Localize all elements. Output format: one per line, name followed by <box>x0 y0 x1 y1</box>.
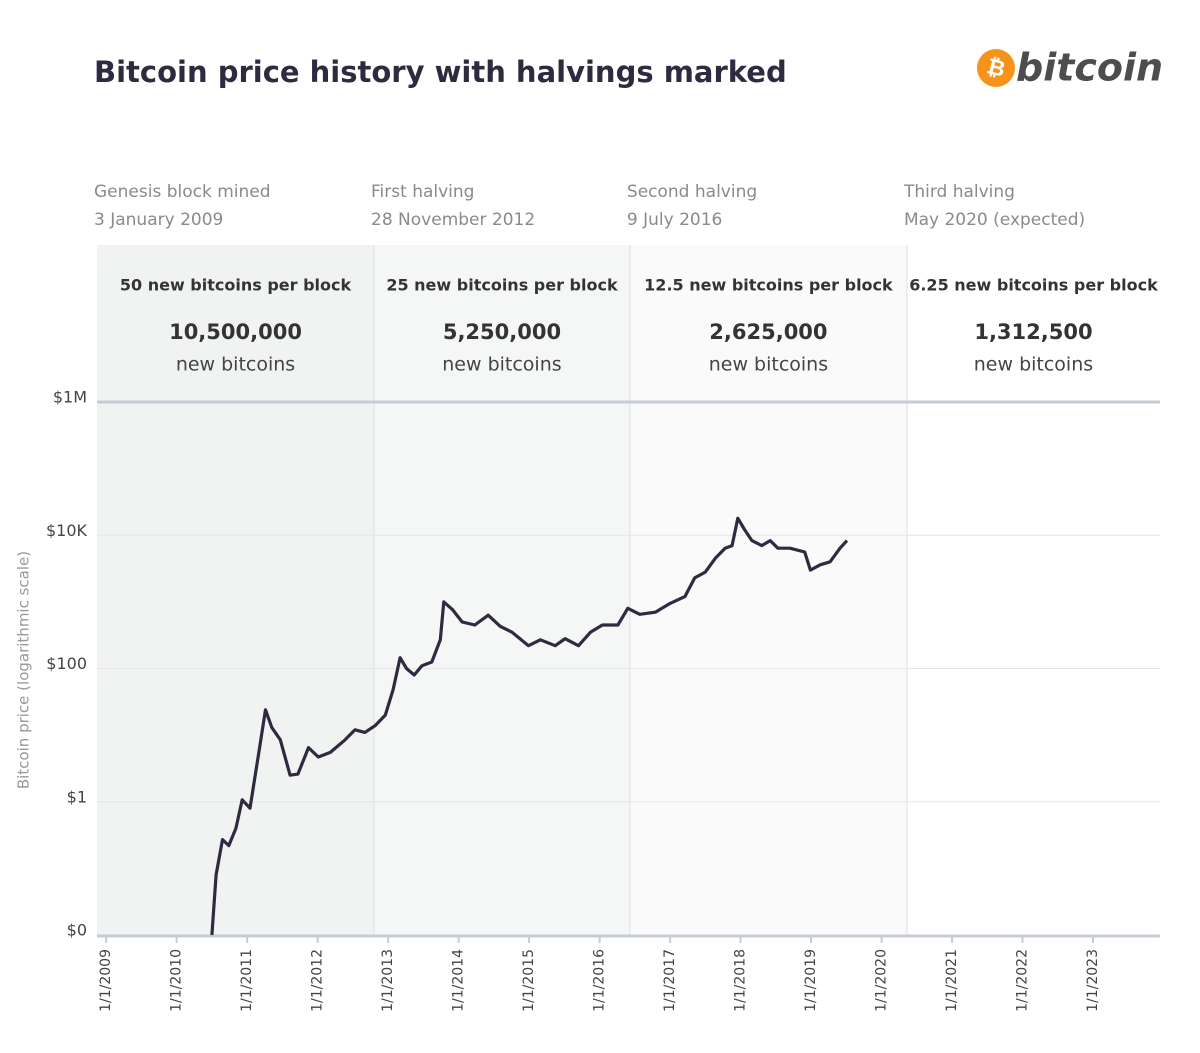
x-tick-label: 1/1/2015 <box>521 949 537 1012</box>
logo-circle <box>977 49 1015 87</box>
logo-symbol: ₿ <box>984 54 1007 83</box>
x-tick-label: 1/1/2013 <box>380 949 396 1012</box>
x-tick-label: 1/1/2014 <box>451 949 467 1012</box>
era-background <box>374 245 630 935</box>
era-reward: 25 new bitcoins per block <box>386 276 618 295</box>
era-unit: new bitcoins <box>442 354 561 376</box>
x-tick-label: 1/1/2012 <box>310 949 326 1012</box>
x-tick-label: 1/1/2023 <box>1085 949 1101 1012</box>
x-tick-label: 1/1/2009 <box>98 949 114 1012</box>
y-tick-label: $100 <box>46 654 87 673</box>
era-date: 3 January 2009 <box>94 210 223 230</box>
era-reward: 50 new bitcoins per block <box>120 276 352 295</box>
era-background <box>906 245 1160 935</box>
era-date: May 2020 (expected) <box>904 210 1085 230</box>
era-supply: 1,312,500 <box>974 320 1092 344</box>
y-tick-label: $1M <box>53 388 87 407</box>
y-tick-label: $1 <box>67 787 87 806</box>
x-tick-label: 1/1/2018 <box>733 949 749 1012</box>
era-supply: 10,500,000 <box>169 320 302 344</box>
era-background <box>97 245 375 935</box>
price-line <box>210 516 849 936</box>
chart-title: Bitcoin price history with halvings mark… <box>94 55 787 89</box>
y-tick-label: $10K <box>46 521 88 540</box>
logo-text: bitcoin <box>1016 46 1163 90</box>
era-date: 28 November 2012 <box>371 210 535 230</box>
y-tick-label: $0 <box>67 921 87 940</box>
x-tick-label: 1/1/2016 <box>592 949 608 1012</box>
era-supply: 2,625,000 <box>709 320 827 344</box>
x-tick-label: 1/1/2021 <box>944 949 960 1012</box>
era-reward: 12.5 new bitcoins per block <box>644 276 893 295</box>
era-reward: 6.25 new bitcoins per block <box>909 276 1158 295</box>
x-tick-label: 1/1/2020 <box>874 949 890 1012</box>
era-supply: 5,250,000 <box>443 320 561 344</box>
era-name: First halving <box>371 182 474 202</box>
era-name: Second halving <box>627 182 757 202</box>
x-tick-label: 1/1/2017 <box>662 949 678 1012</box>
y-axis-label: Bitcoin price (logarithmic scale) <box>15 551 33 789</box>
era-unit: new bitcoins <box>176 354 295 376</box>
x-tick-label: 1/1/2010 <box>169 949 185 1012</box>
era-date: 9 July 2016 <box>627 210 722 230</box>
era-unit: new bitcoins <box>974 354 1093 376</box>
x-tick-label: 1/1/2011 <box>239 949 255 1012</box>
era-background <box>629 245 907 935</box>
x-tick-label: 1/1/2019 <box>803 949 819 1012</box>
era-unit: new bitcoins <box>709 354 828 376</box>
era-name: Genesis block mined <box>94 182 271 202</box>
era-name: Third halving <box>903 182 1015 202</box>
x-tick-label: 1/1/2022 <box>1015 949 1031 1012</box>
